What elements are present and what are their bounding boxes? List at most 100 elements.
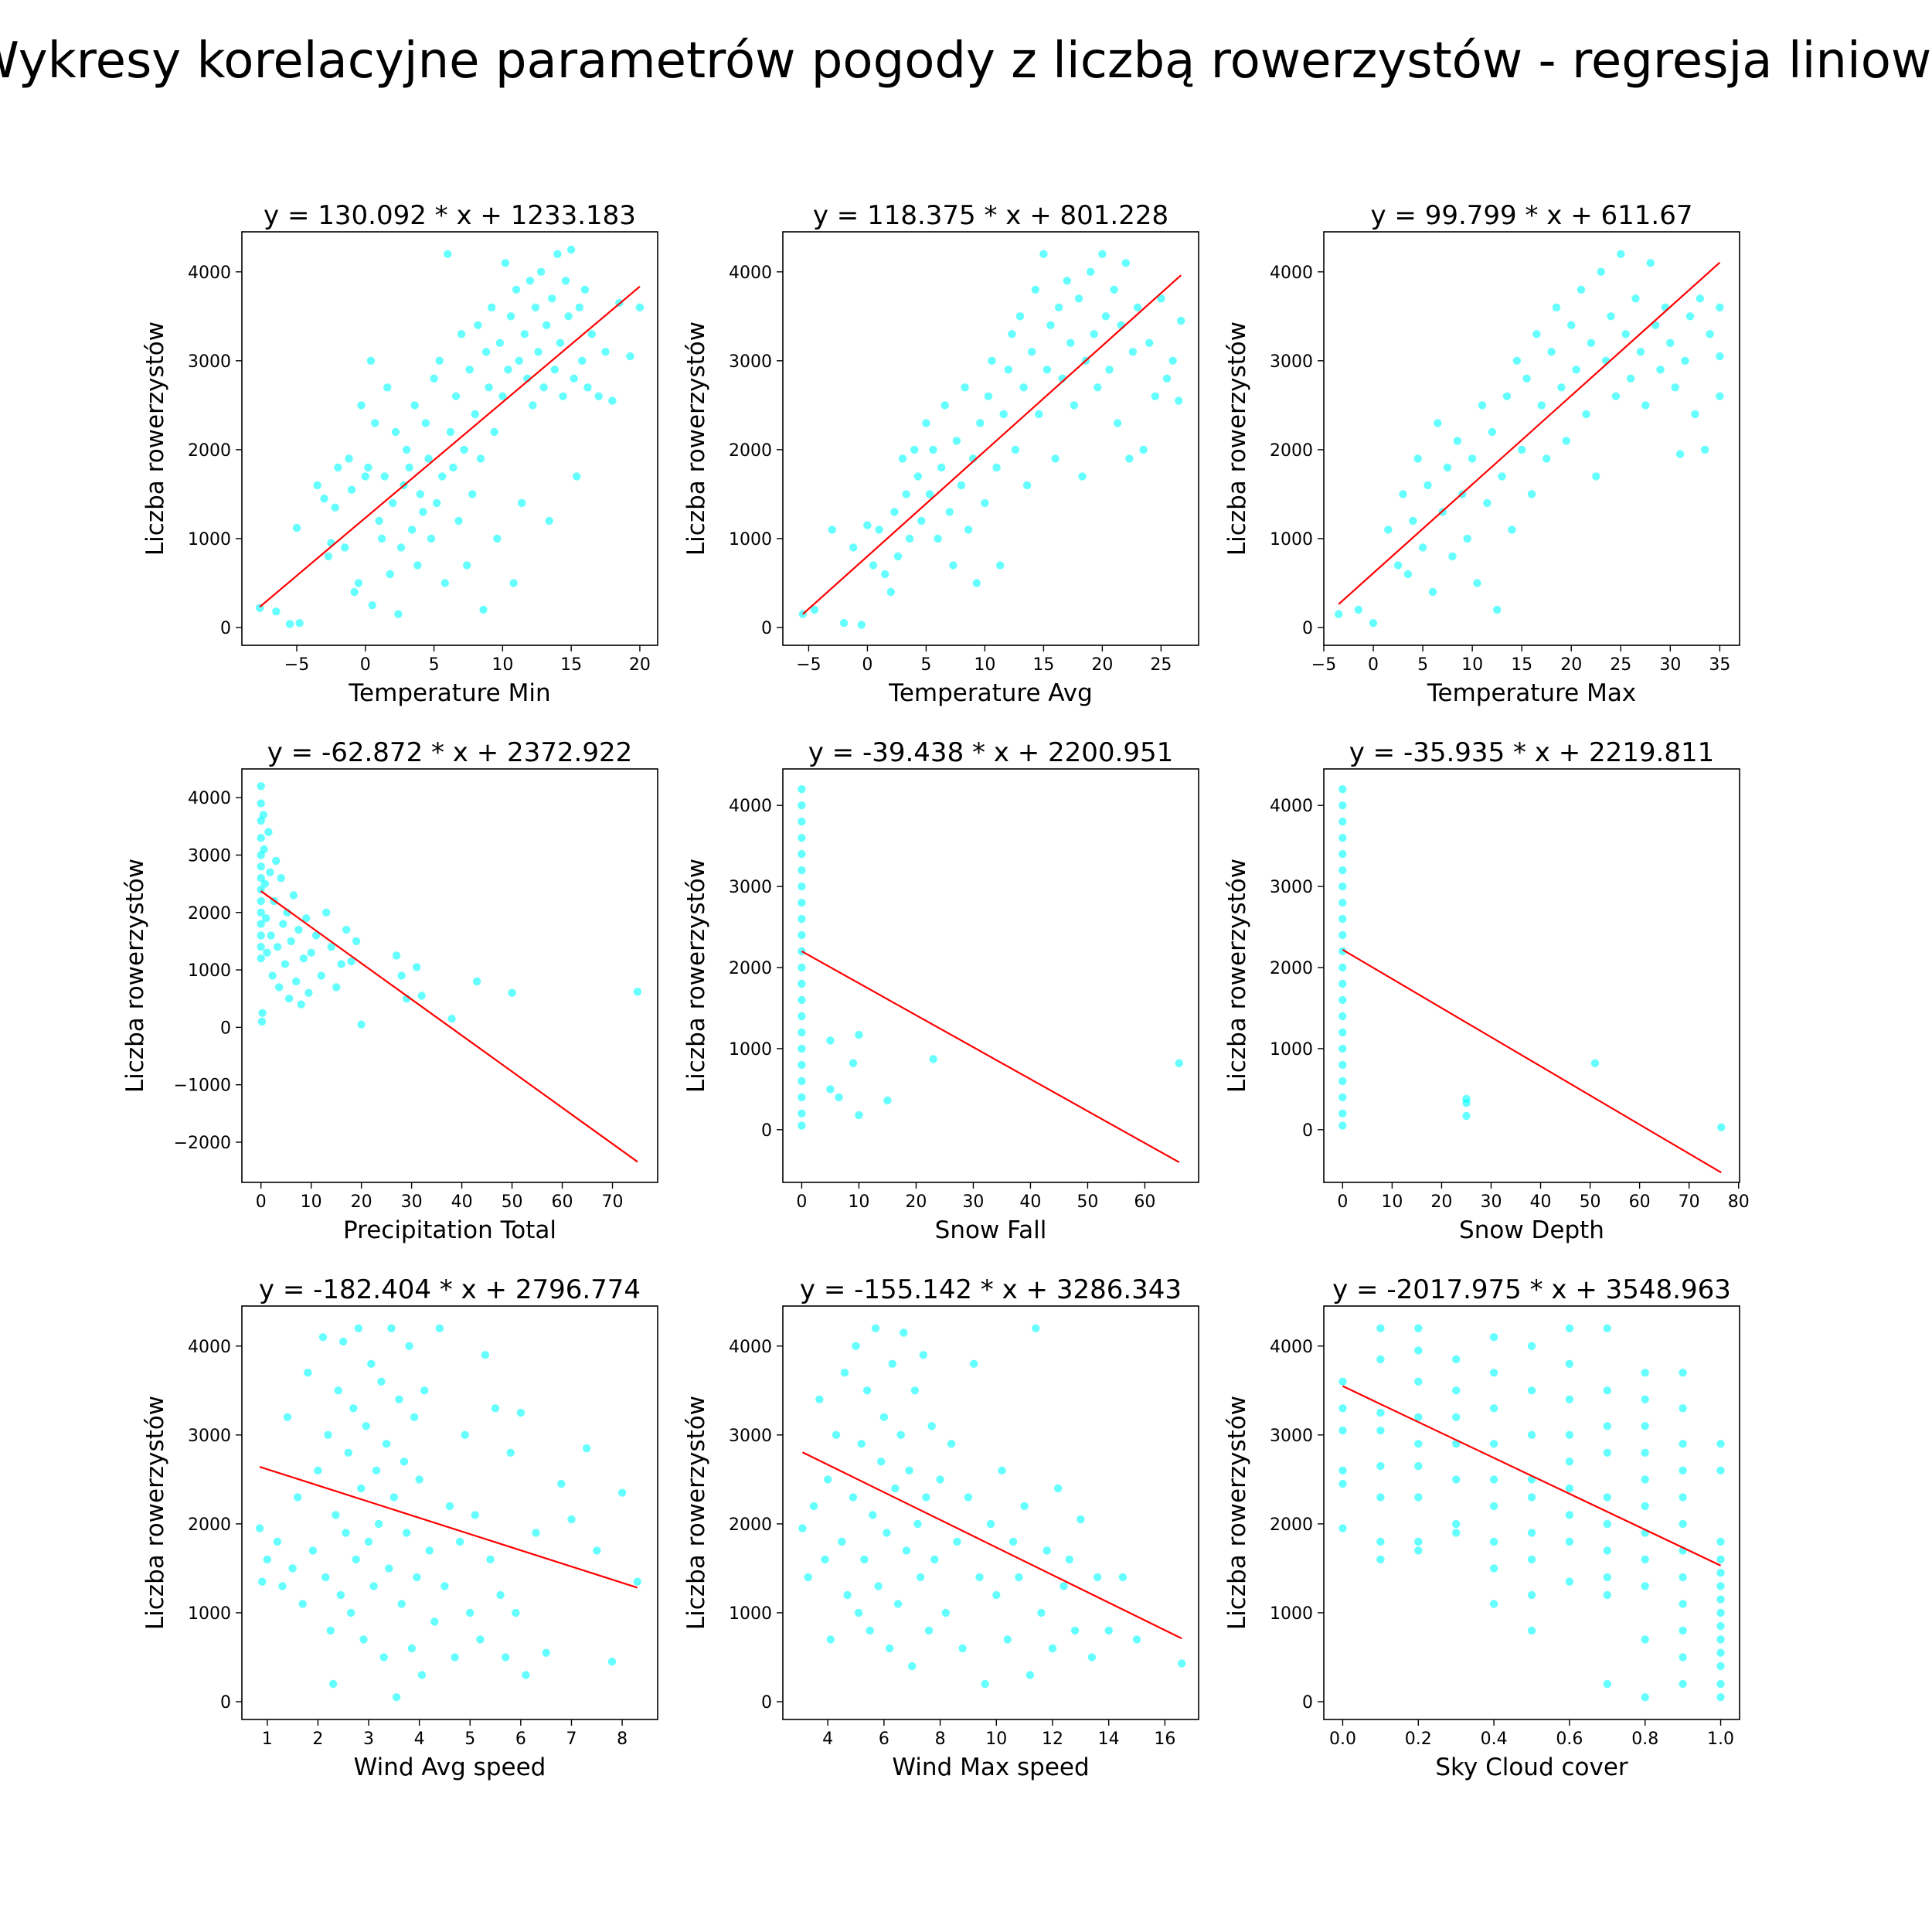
data-point xyxy=(1577,285,1586,294)
data-point xyxy=(1489,1600,1498,1608)
data-point xyxy=(1679,1369,1687,1377)
x-tick-label: 5 xyxy=(1417,655,1428,675)
data-point xyxy=(1452,1355,1461,1364)
y-tick-label: 0 xyxy=(220,619,231,638)
data-point xyxy=(389,1493,398,1502)
data-point xyxy=(1597,267,1605,276)
x-tick-label: 0.4 xyxy=(1481,1730,1508,1749)
data-point xyxy=(587,330,596,338)
data-point xyxy=(440,1582,449,1590)
data-point xyxy=(1716,303,1724,311)
y-tick-label: 0 xyxy=(220,1019,231,1038)
data-point xyxy=(1063,277,1072,285)
data-point xyxy=(417,1671,427,1679)
subplot-2: −5 0 5 10 15 20 25 0 1000 2000 3000 4000 y = 118.375… xyxy=(682,200,1199,707)
data-point xyxy=(1717,1123,1726,1131)
data-point xyxy=(869,561,878,570)
data-point xyxy=(346,1608,355,1617)
data-point xyxy=(1641,1475,1649,1484)
data-point xyxy=(798,1524,807,1532)
data-point xyxy=(1716,1608,1725,1617)
regression-line xyxy=(259,1466,638,1589)
data-point xyxy=(1070,401,1079,410)
data-point xyxy=(1078,472,1087,481)
data-point xyxy=(798,995,806,1005)
data-point xyxy=(298,1600,307,1608)
y-tick-label: 3000 xyxy=(729,878,772,897)
y-tick-label: 1000 xyxy=(1270,1040,1313,1060)
data-point xyxy=(334,463,342,472)
x-tick-label: 15 xyxy=(560,655,582,675)
data-point xyxy=(1641,1369,1649,1377)
data-point xyxy=(1537,401,1546,410)
x-tick-label: 35 xyxy=(1709,655,1730,675)
data-point xyxy=(471,1511,479,1519)
data-point xyxy=(1679,1404,1687,1413)
data-point xyxy=(357,401,366,410)
data-point xyxy=(1338,1093,1347,1102)
data-point xyxy=(263,948,271,957)
data-point xyxy=(1527,490,1536,498)
data-point xyxy=(481,1351,490,1359)
data-point xyxy=(1066,338,1075,347)
y-tick-label: 1000 xyxy=(188,961,231,981)
data-point xyxy=(1489,1564,1498,1573)
x-tick-label: 80 xyxy=(1728,1192,1750,1212)
data-point xyxy=(545,516,553,526)
data-point xyxy=(905,534,914,543)
data-point xyxy=(364,1537,373,1546)
data-point xyxy=(1338,963,1347,972)
x-tick-label: 5 xyxy=(429,655,440,675)
data-point xyxy=(1448,552,1457,561)
data-point xyxy=(1110,285,1118,294)
data-point xyxy=(463,561,471,570)
data-point xyxy=(1376,1461,1385,1471)
y-tick-label: 0 xyxy=(1302,619,1313,638)
data-point xyxy=(501,259,510,267)
data-point xyxy=(339,1337,348,1346)
data-point xyxy=(975,1573,984,1582)
scatter-points xyxy=(255,1324,641,1702)
data-point xyxy=(257,920,265,928)
data-point xyxy=(1603,1386,1611,1395)
data-point xyxy=(1175,396,1183,405)
data-point xyxy=(925,490,934,498)
data-point xyxy=(447,1015,456,1023)
data-point xyxy=(1060,1582,1068,1590)
x-tick-label: 30 xyxy=(1659,655,1681,675)
data-point xyxy=(1527,1529,1536,1537)
data-point xyxy=(1443,463,1452,472)
y-tick-label: 1000 xyxy=(729,1604,772,1624)
x-tick-label: 5 xyxy=(464,1730,475,1749)
data-point xyxy=(1369,619,1378,628)
data-point xyxy=(854,1608,863,1617)
x-axis-label: Wind Max speed xyxy=(892,1753,1089,1781)
data-point xyxy=(432,498,441,508)
plot-frame xyxy=(1323,1305,1740,1720)
data-point xyxy=(826,1635,835,1644)
data-point xyxy=(421,419,430,427)
data-point xyxy=(416,490,424,498)
data-point xyxy=(798,1077,806,1086)
data-point xyxy=(366,356,376,365)
data-point xyxy=(268,971,277,980)
x-tick-label: 1 xyxy=(262,1730,273,1749)
x-tick-label: 25 xyxy=(1610,655,1631,675)
data-point xyxy=(479,605,488,614)
data-point xyxy=(1489,1502,1498,1511)
data-point xyxy=(1414,1413,1423,1422)
data-point xyxy=(999,410,1008,419)
data-point xyxy=(1489,1404,1498,1413)
data-point xyxy=(986,1519,995,1529)
data-point xyxy=(1452,1475,1461,1484)
data-point xyxy=(1679,1466,1687,1475)
data-point xyxy=(1716,1622,1725,1631)
data-point xyxy=(481,348,491,356)
data-point xyxy=(334,1386,342,1395)
data-point xyxy=(1074,294,1083,303)
data-point xyxy=(1679,1653,1687,1662)
data-point xyxy=(397,1600,406,1608)
x-tick-label: 0.2 xyxy=(1405,1730,1432,1749)
data-point xyxy=(1716,392,1724,400)
data-point xyxy=(515,356,523,365)
